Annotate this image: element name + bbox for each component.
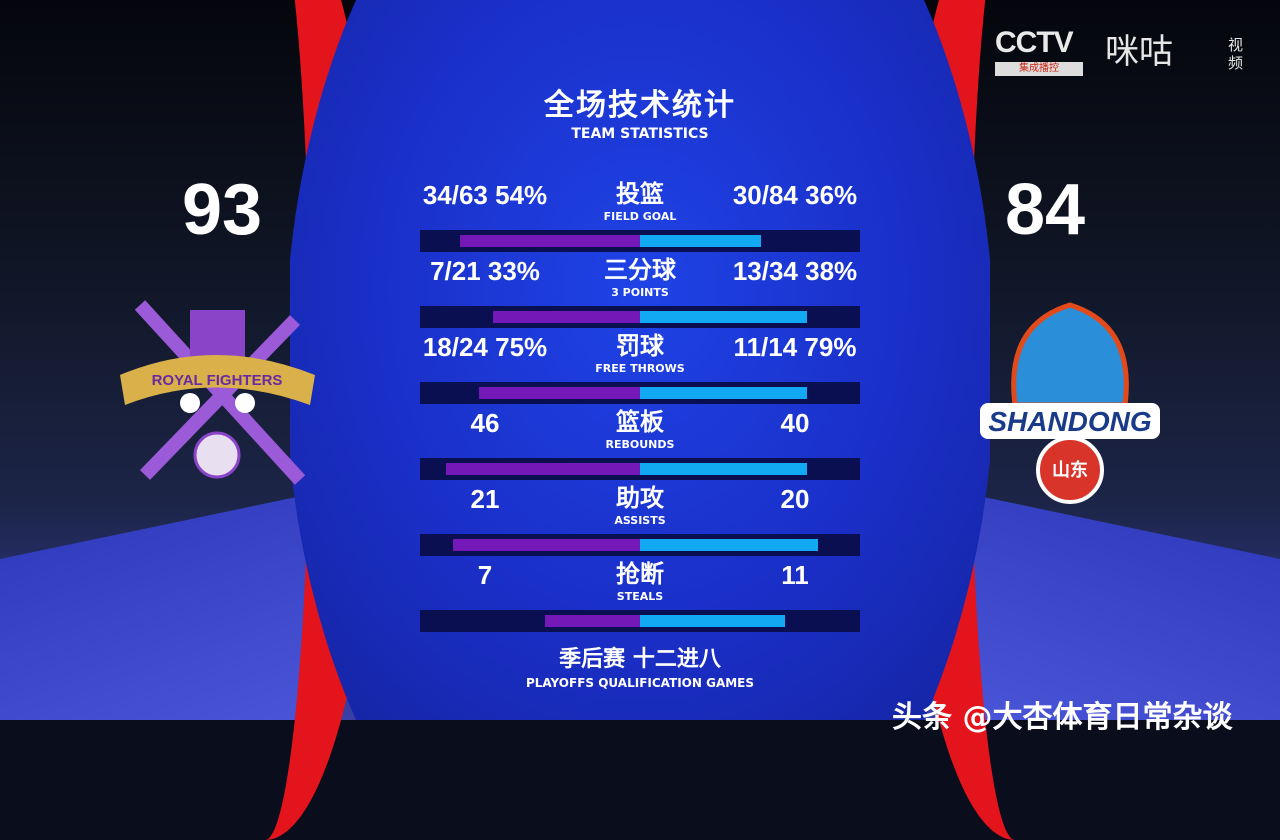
away-stat-bar <box>640 615 786 627</box>
away-stat-bar <box>640 539 819 551</box>
stat-bar-track <box>420 382 860 404</box>
stat-row: 7 抢断 STEALS 11 <box>400 560 880 636</box>
migu-sub-label: 视频 <box>1228 36 1244 72</box>
stat-label-cn: 三分球 <box>604 256 676 284</box>
royal-fighters-logo: ROYAL FIGHTERS <box>120 300 315 485</box>
stat-row: 34/63 54% 投篮 FIELD GOAL 30/84 36% <box>400 180 880 256</box>
away-stat-value: 13/34 38% <box>732 256 858 286</box>
stat-label-cn: 篮板 <box>616 408 664 436</box>
home-stat-bar <box>545 615 640 627</box>
stat-bar-track <box>420 306 860 328</box>
page-subtitle: TEAM STATISTICS <box>571 126 709 142</box>
home-score: 93 <box>182 170 263 250</box>
page-title: 全场技术统计 <box>544 88 736 123</box>
watermark: 头条 @大杏体育日常杂谈 <box>892 700 1233 735</box>
stat-row: 21 助攻 ASSISTS 20 <box>400 484 880 560</box>
stat-bar-track <box>420 534 860 556</box>
away-score: 84 <box>1005 170 1086 250</box>
away-stat-bar <box>640 463 808 475</box>
stat-label-cn: 罚球 <box>616 332 664 360</box>
stat-label-en: ASSISTS <box>614 514 666 527</box>
stat-label-en: STEALS <box>616 590 664 603</box>
stat-label-en: FIELD GOAL <box>603 210 677 223</box>
away-stat-value: 20 <box>780 484 810 514</box>
home-stat-value: 18/24 75% <box>422 332 548 362</box>
away-stat-value: 11/14 79% <box>733 332 857 362</box>
stat-label-cn: 助攻 <box>616 484 664 512</box>
stat-label-cn: 抢断 <box>616 560 664 588</box>
stat-row: 46 篮板 REBOUNDS 40 <box>400 408 880 484</box>
migu-logo: 咪咕 <box>1105 32 1173 72</box>
away-stat-bar <box>640 235 761 247</box>
stat-label-en: 3 POINTS <box>611 286 669 299</box>
home-stat-value: 21 <box>470 484 500 514</box>
home-stat-bar <box>453 539 640 551</box>
stat-bar-track <box>420 458 860 480</box>
footer-subtitle: PLAYOFFS QUALIFICATION GAMES <box>525 676 755 690</box>
home-stat-bar <box>479 387 640 399</box>
stat-bar-track <box>420 230 860 252</box>
home-stat-value: 7/21 33% <box>430 256 540 286</box>
stat-label-en: REBOUNDS <box>605 438 675 451</box>
stat-label-en: FREE THROWS <box>595 362 685 375</box>
stat-bar-track <box>420 610 860 632</box>
away-stat-value: 30/84 36% <box>732 180 858 210</box>
home-stat-value: 34/63 54% <box>422 180 548 210</box>
footer-title: 季后赛 十二进八 <box>559 647 721 672</box>
svg-text:山东: 山东 <box>1052 459 1088 481</box>
svg-text:SHANDONG: SHANDONG <box>988 406 1151 437</box>
home-stat-bar <box>459 235 640 247</box>
stat-row: 18/24 75% 罚球 FREE THROWS 11/14 79% <box>400 332 880 408</box>
away-stat-bar <box>640 387 808 399</box>
away-stat-value: 11 <box>781 560 809 590</box>
stats-panel <box>290 0 990 720</box>
away-stat-value: 40 <box>780 408 810 438</box>
cctv-logo: CCTV <box>995 26 1074 59</box>
svg-text:ROYAL FIGHTERS: ROYAL FIGHTERS <box>152 372 283 389</box>
away-stat-bar <box>640 311 808 323</box>
cctv-sub-label: 集成播控 <box>995 62 1083 76</box>
stat-label-cn: 投篮 <box>616 180 664 208</box>
home-stat-value: 46 <box>470 408 500 438</box>
home-stat-value: 7 <box>477 560 493 590</box>
home-stat-bar <box>492 311 640 323</box>
shandong-logo: SHANDONG 山东 <box>980 302 1160 504</box>
home-stat-bar <box>446 463 640 475</box>
stat-row: 7/21 33% 三分球 3 POINTS 13/34 38% <box>400 256 880 332</box>
